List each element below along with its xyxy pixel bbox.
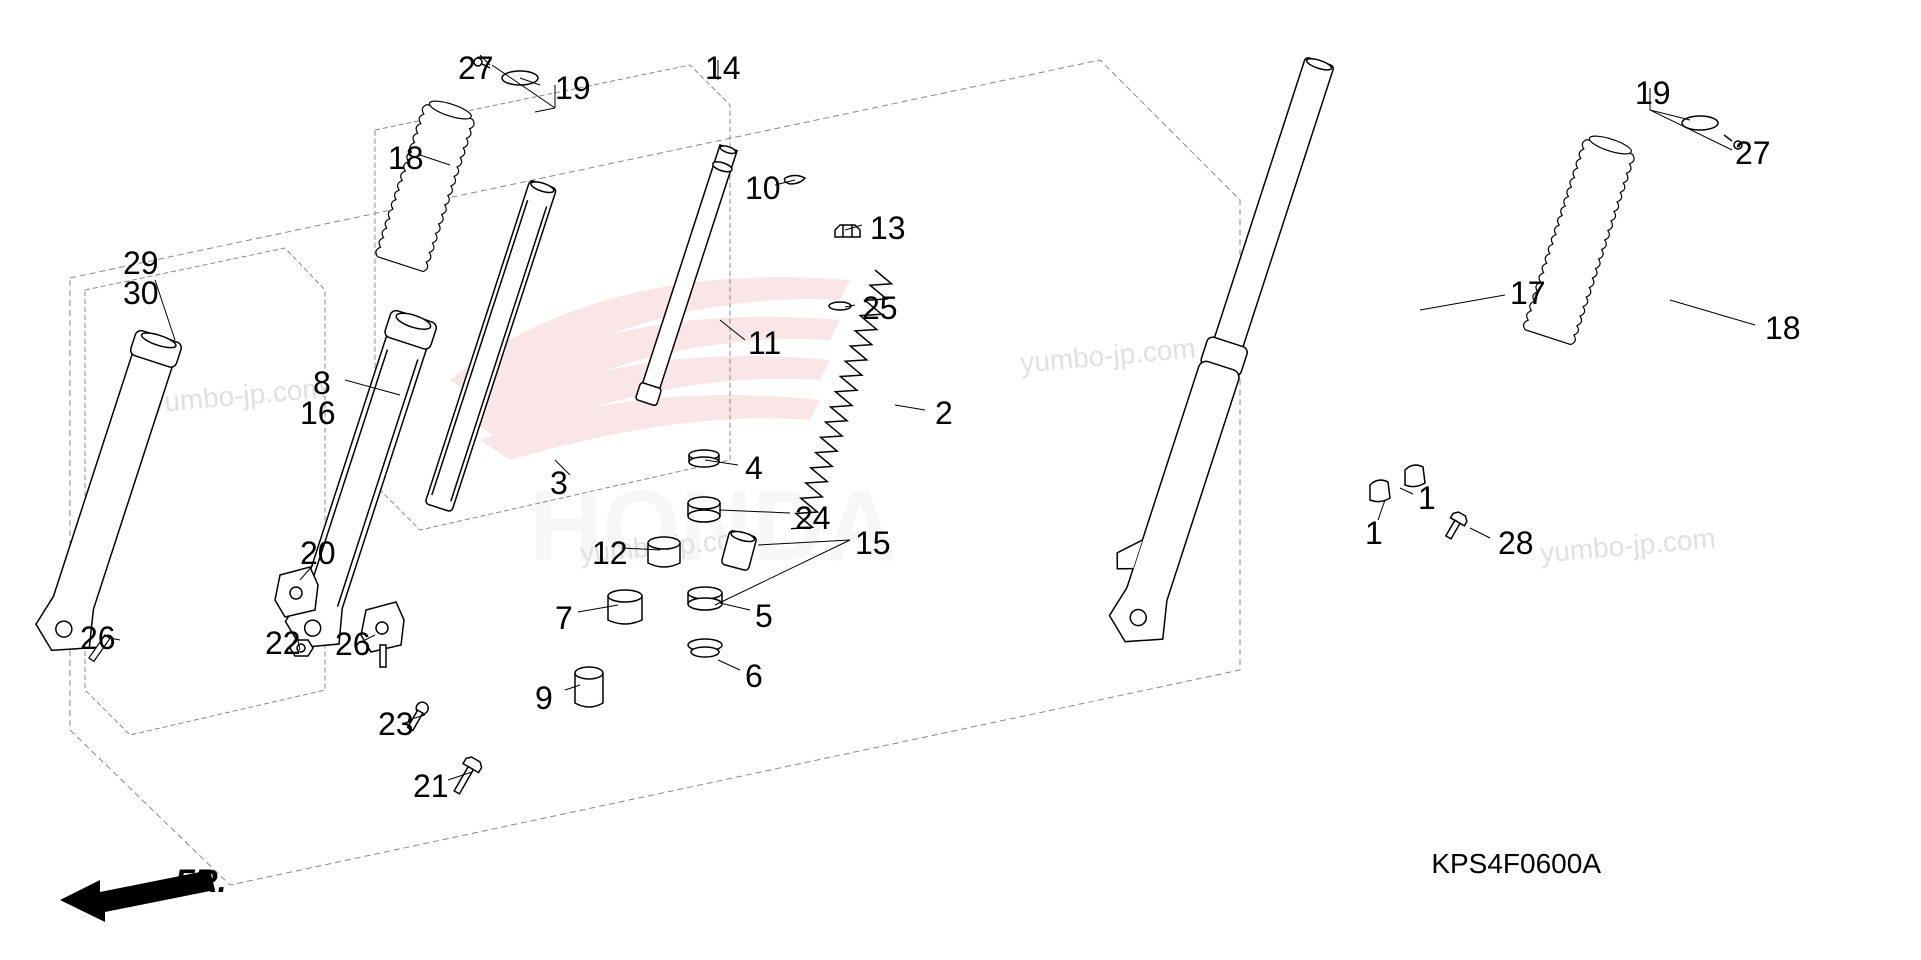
part-number-label: 1 <box>1365 515 1383 552</box>
diagram-svg <box>0 0 1921 960</box>
part-number-label: 5 <box>755 598 773 635</box>
part-number-label: 24 <box>795 500 831 537</box>
part-number-label: 27 <box>1735 135 1771 172</box>
part-number-label: 18 <box>1765 310 1801 347</box>
part-number-label: 10 <box>745 170 781 207</box>
part-number-label: 20 <box>300 535 336 572</box>
part-number-label: 21 <box>413 768 449 805</box>
part-number-label: 6 <box>745 658 763 695</box>
part-number-label: 14 <box>705 50 741 87</box>
diagram-code: KPS4F0600A <box>1431 848 1601 880</box>
part-number-label: 3 <box>550 465 568 502</box>
part-number-label: 22 <box>265 625 301 662</box>
fr-label: FR. <box>175 863 227 900</box>
part-number-label: 30 <box>123 275 159 312</box>
part-number-label: 4 <box>745 450 763 487</box>
part-number-label: 13 <box>870 210 906 247</box>
part-number-label: 7 <box>555 600 573 637</box>
part-number-label: 27 <box>458 50 494 87</box>
part-number-label: 28 <box>1498 525 1534 562</box>
part-number-label: 23 <box>378 706 414 743</box>
part-number-label: 11 <box>748 325 781 362</box>
parts-diagram: HONDA yumbo-jp.comyumbo-jp.comyumbo-jp.c… <box>0 0 1921 960</box>
part-number-label: 19 <box>555 70 591 107</box>
part-number-label: 26 <box>335 626 371 663</box>
part-number-label: 1 <box>1418 480 1436 517</box>
part-number-label: 19 <box>1635 75 1671 112</box>
part-number-label: 16 <box>300 395 336 432</box>
part-number-label: 12 <box>592 535 628 572</box>
part-number-label: 18 <box>388 140 424 177</box>
part-number-label: 9 <box>535 680 553 717</box>
part-number-label: 25 <box>862 290 898 327</box>
part-number-label: 17 <box>1510 275 1546 312</box>
part-number-label: 2 <box>935 395 953 432</box>
part-number-label: 26 <box>80 620 116 657</box>
part-number-label: 15 <box>855 525 891 562</box>
